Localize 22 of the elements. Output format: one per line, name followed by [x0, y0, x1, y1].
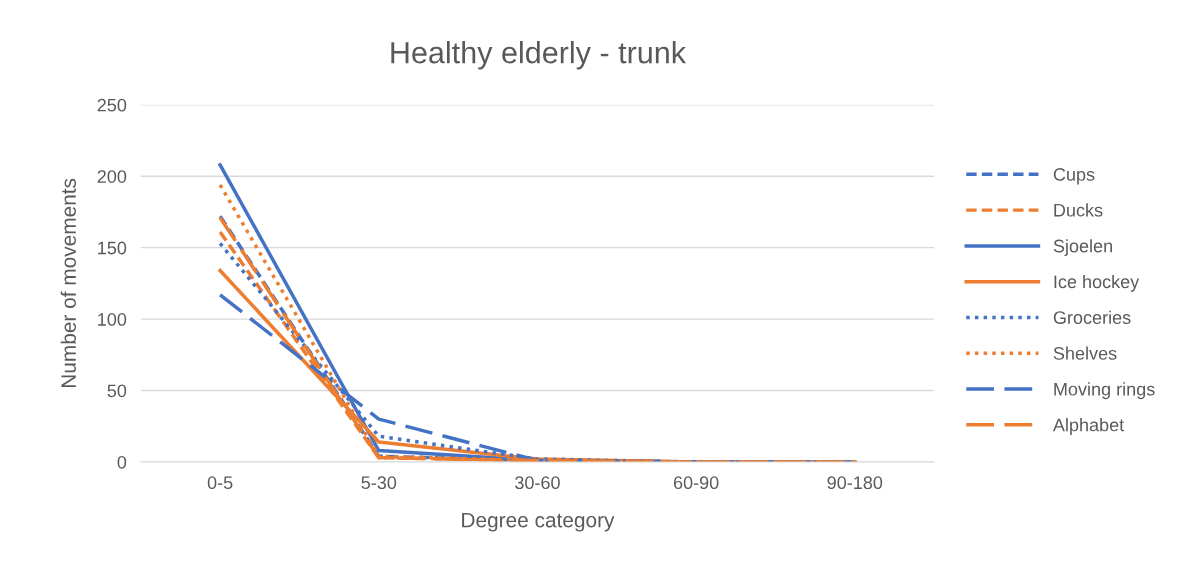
- legend-label: Alphabet: [1052, 418, 1125, 435]
- legend-label: Moving rings: [1054, 382, 1155, 400]
- legend-label: Ducks: [1054, 203, 1103, 217]
- legend-label: Groceries: [1053, 310, 1131, 324]
- y-tick-label: 100: [98, 313, 127, 326]
- y-tick-label: 50: [107, 384, 127, 398]
- x-tick-label: 60-90: [673, 476, 719, 490]
- x-tick-label: 0-5: [207, 476, 233, 490]
- legend-label: Cups: [1053, 168, 1095, 185]
- legend-label: Sjoelen: [1053, 239, 1112, 256]
- y-axis-title: Number of movements: [60, 178, 76, 388]
- y-tick-label: 200: [97, 170, 127, 183]
- legend-label: Shelves: [1053, 346, 1117, 360]
- chart-title: Healthy elderly - trunk: [391, 41, 687, 70]
- x-tick-label: 90-180: [827, 476, 883, 490]
- y-tick-label: 250: [97, 98, 127, 112]
- legend-label: Ice hockey: [1054, 274, 1140, 292]
- y-tick-label: 150: [98, 241, 127, 255]
- x-tick-label: 5-30: [361, 476, 397, 490]
- x-axis-title: Degree category: [462, 512, 615, 532]
- x-tick-label: 30-60: [515, 476, 560, 490]
- y-tick-label: 0: [117, 455, 127, 469]
